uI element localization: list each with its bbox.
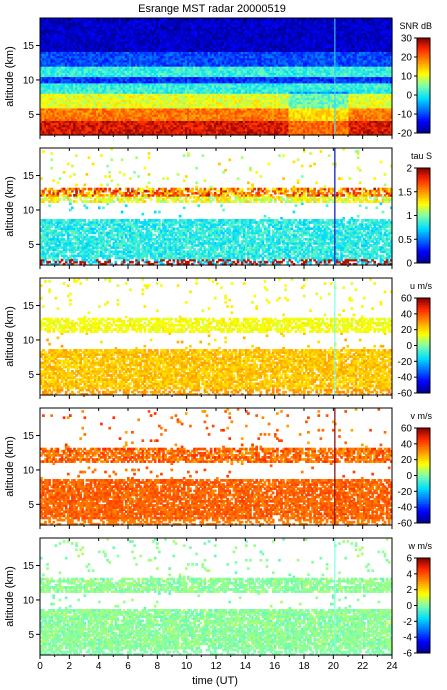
heatmap-snr bbox=[40, 18, 393, 136]
figure-title: Esrange MST radar 20000519 bbox=[138, 3, 286, 15]
